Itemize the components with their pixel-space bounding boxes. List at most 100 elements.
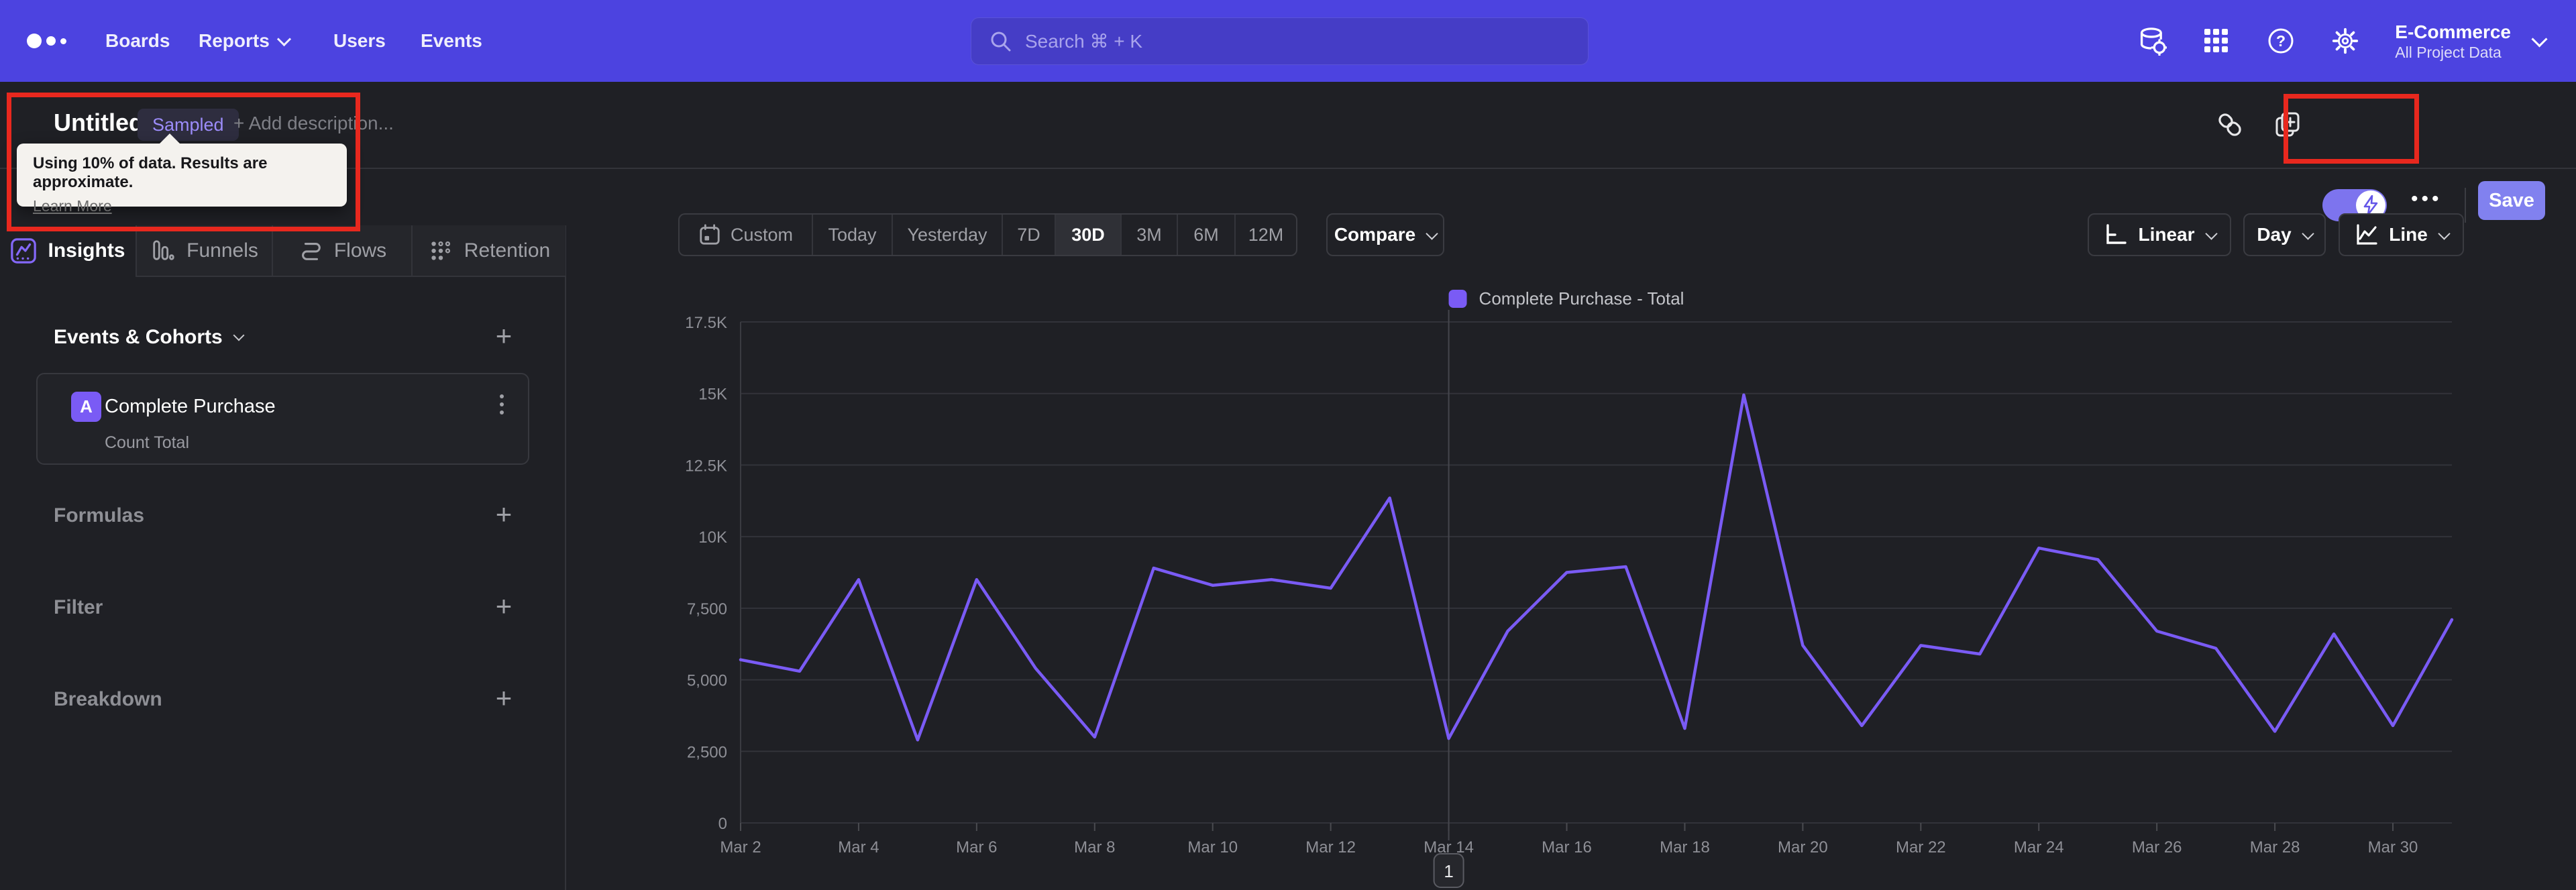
filter-header: Filter [54, 596, 103, 618]
link-icon [2218, 113, 2241, 136]
search-input[interactable]: Search ⌘ + K [971, 17, 1589, 65]
breakdown-header: Breakdown [54, 688, 162, 710]
search-icon [991, 32, 1011, 51]
nav-label: Events [421, 30, 482, 51]
legend-label: Complete Purchase - Total [1479, 288, 1684, 309]
svg-text:Mar 28: Mar 28 [2250, 838, 2300, 856]
chevron-down-icon [2301, 227, 2314, 240]
copy-link-button[interactable] [2211, 106, 2249, 144]
event-options-button[interactable] [500, 394, 504, 414]
svg-text:Mar 20: Mar 20 [1778, 838, 1828, 856]
range-7d[interactable]: 7D [1002, 215, 1055, 255]
range-label: 30D [1071, 224, 1105, 245]
help-icon[interactable]: ? [2266, 26, 2296, 56]
svg-text:?: ? [2276, 32, 2286, 50]
report-title-bar: Untitled Sampled + Add description... [0, 82, 2576, 223]
svg-text:Mar 4: Mar 4 [838, 838, 879, 856]
nav-item-events[interactable]: Events [421, 0, 482, 82]
add-event-button[interactable]: + [495, 320, 513, 351]
svg-text:5,000: 5,000 [687, 672, 727, 690]
flows-icon [301, 242, 321, 260]
compare-label: Compare [1334, 224, 1416, 245]
scale-dropdown[interactable]: Linear [2088, 213, 2231, 256]
range-today[interactable]: Today [812, 215, 892, 255]
svg-text:15K: 15K [698, 386, 727, 404]
compare-button[interactable]: Compare [1326, 213, 1444, 256]
copy-report-button[interactable] [2269, 106, 2306, 144]
nav-item-reports[interactable]: Reports [199, 0, 291, 82]
range-label: 12M [1248, 224, 1284, 245]
events-cohorts-header[interactable]: Events & Cohorts [54, 326, 245, 349]
nav-label: Boards [105, 30, 170, 51]
more-options-button[interactable]: ••• [2411, 188, 2443, 210]
svg-text:2,500: 2,500 [687, 743, 727, 761]
range-label: 3M [1136, 224, 1162, 245]
svg-text:Mar 14: Mar 14 [1424, 838, 1474, 856]
formulas-header: Formulas [54, 504, 145, 526]
chart-type-dropdown[interactable]: Line [2339, 213, 2464, 256]
chevron-down-icon [2204, 227, 2218, 240]
range-6m[interactable]: 6M [1177, 215, 1234, 255]
learn-more-link[interactable]: Learn More [33, 197, 112, 215]
svg-text:0: 0 [718, 815, 727, 833]
event-name: Complete Purchase [105, 396, 276, 417]
mixpanel-logo-icon [27, 34, 66, 48]
funnels-icon [153, 239, 174, 260]
report-tabs: Insights Funnels Flows [0, 225, 566, 277]
linear-scale-icon [2106, 224, 2127, 244]
chevron-down-icon [2531, 30, 2548, 48]
chart-type-label: Line [2389, 224, 2428, 245]
tab-label: Funnels [186, 239, 258, 262]
add-breakdown-button[interactable]: + [495, 682, 513, 714]
range-30d[interactable]: 30D [1055, 215, 1120, 255]
svg-text:Mar 8: Mar 8 [1074, 838, 1115, 856]
chevron-down-icon [1426, 227, 1438, 240]
svg-text:Mar 24: Mar 24 [2014, 838, 2064, 856]
event-card[interactable]: A Complete Purchase Count Total [36, 373, 529, 465]
add-filter-button[interactable]: + [495, 590, 513, 622]
report-title[interactable]: Untitled [54, 109, 144, 136]
nav-item-users[interactable]: Users [333, 0, 386, 82]
svg-text:1: 1 [1444, 861, 1453, 881]
tab-funnels[interactable]: Funnels [136, 225, 272, 277]
range-12m[interactable]: 12M [1234, 215, 1296, 255]
add-formula-button[interactable]: + [495, 498, 513, 530]
range-3m[interactable]: 3M [1120, 215, 1177, 255]
apps-grid-icon[interactable] [2202, 26, 2231, 56]
svg-text:Mar 2: Mar 2 [720, 838, 761, 856]
save-button[interactable]: Save [2478, 181, 2545, 220]
add-description[interactable]: + Add description... [233, 113, 394, 133]
settings-gear-icon[interactable] [2330, 26, 2360, 56]
svg-text:Mar 18: Mar 18 [1660, 838, 1710, 856]
svg-text:17.5K: 17.5K [685, 314, 727, 332]
app-logo[interactable] [27, 0, 66, 82]
line-chart-icon [2357, 224, 2377, 245]
project-switcher[interactable]: E-Commerce All Project Data [2395, 20, 2548, 62]
events-cohorts-label: Events & Cohorts [54, 326, 223, 348]
nav-item-boards[interactable]: Boards [105, 0, 170, 82]
event-metric[interactable]: Count Total [105, 433, 190, 452]
range-label: Custom [730, 224, 794, 245]
sidebar-border [565, 225, 566, 890]
tab-retention[interactable]: Retention [411, 225, 566, 277]
legend-item[interactable]: Complete Purchase - Total [1448, 288, 1684, 309]
project-name: E-Commerce [2395, 21, 2511, 42]
svg-text:Mar 16: Mar 16 [1542, 838, 1592, 856]
top-nav: Boards Reports Users Events Search ⌘ + K [0, 0, 2576, 82]
tab-insights[interactable]: Insights [0, 225, 136, 277]
chevron-down-icon [233, 329, 245, 341]
nav-icon-group: ? E-Commerce All Pro [2137, 0, 2576, 82]
tab-flows[interactable]: Flows [272, 225, 411, 277]
svg-text:Mar 22: Mar 22 [1896, 838, 1946, 856]
svg-text:Mar 12: Mar 12 [1305, 838, 1356, 856]
nav-label: Reports [199, 30, 270, 51]
interval-dropdown[interactable]: Day [2243, 213, 2326, 256]
range-custom[interactable]: Custom [680, 215, 812, 255]
tab-label: Insights [48, 239, 125, 262]
range-yesterday[interactable]: Yesterday [892, 215, 1002, 255]
range-label: 7D [1017, 224, 1040, 245]
range-label: Today [828, 224, 877, 245]
sampled-badge[interactable]: Sampled [138, 109, 239, 141]
data-management-icon[interactable] [2137, 26, 2167, 56]
